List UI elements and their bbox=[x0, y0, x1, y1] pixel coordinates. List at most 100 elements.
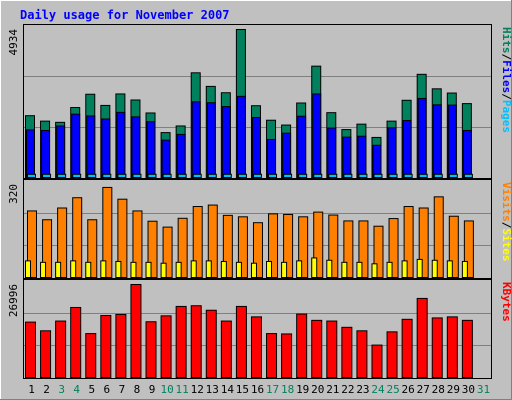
legend-entry-pages: Pages bbox=[500, 100, 512, 133]
bar-kbytes-day-5 bbox=[85, 333, 97, 379]
bar-kbytes-day-19 bbox=[296, 313, 308, 378]
bar-files-day-19 bbox=[297, 115, 307, 178]
bar-visits-day-6 bbox=[102, 186, 113, 278]
panel-frame-hits bbox=[23, 24, 492, 179]
bar-kbytes-day-8 bbox=[130, 284, 142, 378]
legend-entry-sites: Sites bbox=[500, 228, 512, 261]
bar-sites-day-5 bbox=[85, 261, 92, 278]
max-label-hits: 4934 bbox=[7, 29, 20, 56]
day-label-28: 28 bbox=[432, 383, 445, 396]
bar-kbytes-day-30 bbox=[461, 319, 473, 379]
day-label-23: 23 bbox=[356, 383, 369, 396]
bar-visits-day-8 bbox=[132, 210, 143, 278]
bar-files-day-10 bbox=[161, 139, 171, 178]
bar-visits-day-15 bbox=[237, 216, 248, 278]
bar-pages-day-11 bbox=[177, 173, 187, 178]
bar-sites-day-30 bbox=[461, 260, 468, 278]
panel-frame-visits bbox=[23, 179, 492, 279]
bar-pages-day-23 bbox=[358, 173, 368, 178]
max-label-kbytes: 26996 bbox=[7, 284, 20, 317]
bar-pages-day-29 bbox=[448, 173, 458, 178]
bar-visits-day-4 bbox=[72, 197, 83, 278]
day-label-12: 12 bbox=[191, 383, 204, 396]
bar-files-day-12 bbox=[191, 101, 201, 178]
bar-kbytes-day-2 bbox=[40, 330, 52, 378]
bar-visits-day-22 bbox=[343, 220, 354, 279]
bar-kbytes-day-14 bbox=[220, 320, 232, 379]
bar-visits-day-11 bbox=[177, 217, 188, 278]
bar-kbytes-day-20 bbox=[311, 319, 323, 379]
bar-visits-day-20 bbox=[313, 211, 324, 278]
bar-sites-day-11 bbox=[175, 261, 182, 278]
day-label-8: 8 bbox=[134, 383, 141, 396]
max-label-visits: 320 bbox=[7, 184, 20, 204]
bar-pages-day-7 bbox=[117, 173, 127, 178]
bar-sites-day-3 bbox=[55, 261, 62, 278]
bar-visits-day-12 bbox=[192, 206, 203, 278]
bar-sites-day-2 bbox=[40, 261, 47, 278]
bar-files-day-26 bbox=[402, 120, 412, 178]
chart-title: Daily usage for November 2007 bbox=[20, 8, 230, 22]
bar-pages-day-17 bbox=[268, 173, 278, 178]
bar-sites-day-6 bbox=[100, 260, 107, 278]
bar-visits-day-28 bbox=[433, 196, 444, 278]
bar-files-day-25 bbox=[387, 127, 397, 178]
day-label-14: 14 bbox=[221, 383, 235, 396]
bars bbox=[25, 29, 474, 379]
bar-visits-day-1 bbox=[27, 210, 37, 278]
bar-files-day-11 bbox=[176, 133, 186, 179]
bar-pages-day-19 bbox=[298, 173, 308, 178]
day-label-27: 27 bbox=[417, 383, 430, 396]
bar-files-day-1 bbox=[26, 129, 35, 178]
bar-visits-day-5 bbox=[87, 219, 98, 278]
day-label-19: 19 bbox=[296, 383, 309, 396]
day-label-17: 17 bbox=[266, 383, 279, 396]
day-label-24: 24 bbox=[371, 383, 385, 396]
bar-pages-day-25 bbox=[388, 173, 398, 178]
bar-pages-day-5 bbox=[87, 173, 97, 178]
bar-sites-day-7 bbox=[115, 260, 122, 278]
panel-frames bbox=[23, 24, 492, 379]
day-label-7: 7 bbox=[119, 383, 126, 396]
bar-visits-day-29 bbox=[448, 215, 459, 279]
bar-kbytes-day-22 bbox=[341, 326, 353, 378]
day-label-10: 10 bbox=[160, 383, 173, 396]
bar-files-day-22 bbox=[342, 136, 352, 178]
day-label-29: 29 bbox=[447, 383, 460, 396]
bar-pages-day-24 bbox=[373, 173, 383, 178]
legend-entry-hits: Hits bbox=[500, 27, 512, 54]
bar-files-day-28 bbox=[432, 104, 442, 178]
bar-sites-day-20 bbox=[311, 257, 318, 278]
legend-entry-visits: Visits bbox=[500, 182, 512, 222]
bar-sites-day-14 bbox=[220, 260, 227, 278]
bar-visits-day-30 bbox=[463, 220, 474, 279]
bar-kbytes-day-18 bbox=[281, 333, 293, 378]
bar-kbytes-day-13 bbox=[205, 309, 217, 378]
bar-visits-day-18 bbox=[283, 213, 294, 278]
bar-files-day-9 bbox=[146, 121, 156, 179]
bar-pages-day-22 bbox=[343, 173, 353, 178]
bar-files-day-14 bbox=[221, 106, 231, 178]
day-label-6: 6 bbox=[104, 383, 111, 396]
bar-visits-day-23 bbox=[358, 220, 369, 279]
day-label-30: 30 bbox=[462, 383, 475, 396]
bar-sites-day-13 bbox=[205, 260, 212, 278]
bar-kbytes-day-10 bbox=[160, 315, 172, 378]
day-label-5: 5 bbox=[88, 383, 95, 396]
day-label-9: 9 bbox=[149, 383, 156, 396]
bar-sites-day-10 bbox=[160, 262, 167, 279]
bar-files-day-27 bbox=[417, 97, 427, 178]
legend-entry-kbytes: KBytes bbox=[500, 282, 512, 322]
bar-kbytes-day-28 bbox=[431, 317, 443, 378]
bar-pages-day-10 bbox=[162, 173, 172, 178]
bar-pages-day-13 bbox=[207, 173, 217, 178]
bar-pages-day-1 bbox=[27, 173, 36, 178]
day-label-13: 13 bbox=[206, 383, 219, 396]
bar-kbytes-day-27 bbox=[416, 297, 428, 378]
bar-pages-day-30 bbox=[463, 173, 473, 178]
bar-sites-day-9 bbox=[145, 261, 152, 278]
bar-files-day-13 bbox=[206, 102, 216, 178]
bar-sites-day-25 bbox=[386, 261, 393, 278]
